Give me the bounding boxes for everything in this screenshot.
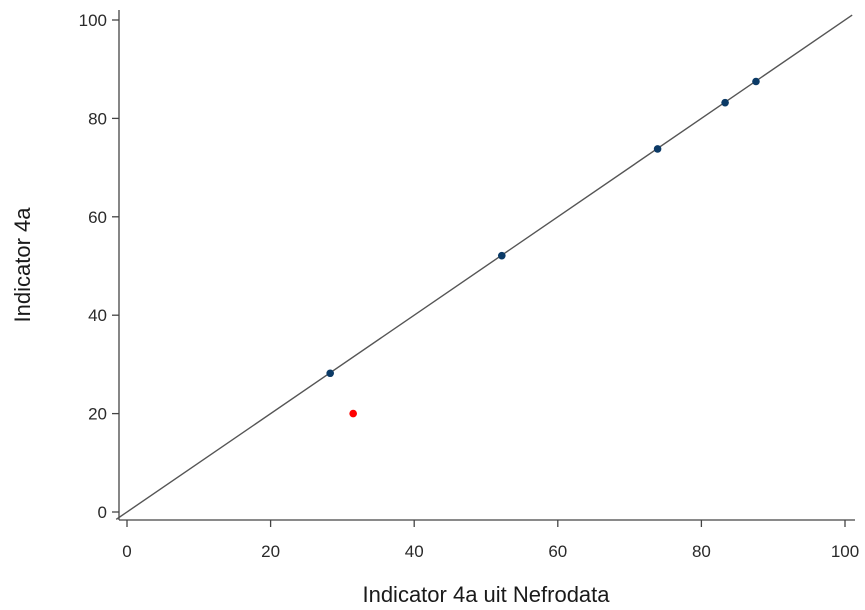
data-point [653,145,662,153]
x-tick-label: 60 [548,542,567,561]
y-tick-label: 40 [88,306,107,325]
y-axis-title: Indicator 4a [10,207,35,323]
data-point [497,251,506,260]
x-tick-label: 100 [831,542,859,561]
data-point [326,369,334,378]
x-tick-label: 80 [692,542,711,561]
data-points [326,77,760,418]
x-axis-ticks: 0 20 40 60 80 100 [122,520,859,561]
reference-line [115,14,853,520]
x-tick-label: 40 [405,542,424,561]
x-axis-title: Indicator 4a uit Nefrodata [362,582,610,607]
y-tick-label: 0 [98,503,107,522]
y-tick-label: 100 [79,11,107,30]
y-tick-label: 60 [88,208,107,227]
y-axis-ticks: 0 20 40 60 80 100 [79,11,119,522]
x-tick-label: 20 [261,542,280,561]
x-tick-label: 0 [122,542,131,561]
y-tick-label: 20 [88,405,107,424]
y-tick-label: 80 [88,109,107,128]
data-point [721,98,729,107]
data-point [752,77,760,86]
outlier-point [349,409,357,418]
